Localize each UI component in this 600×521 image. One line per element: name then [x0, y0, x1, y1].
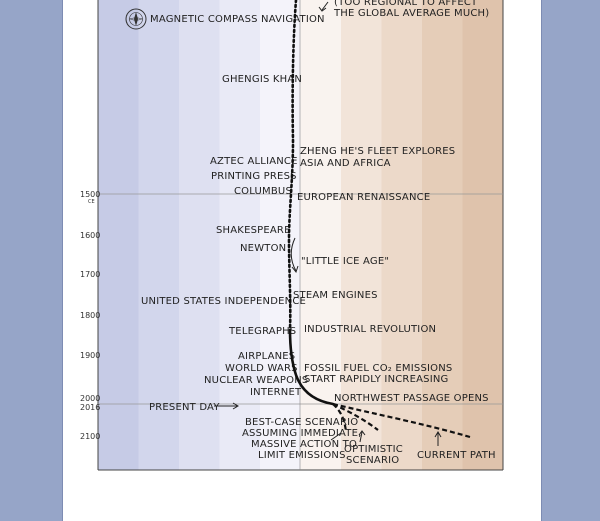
event-zheng-he-line2: ASIA AND AFRICA — [300, 158, 391, 169]
event-internet: INTERNET — [250, 387, 302, 398]
compass-label: MAGNETIC COMPASS NAVIGATION — [150, 14, 325, 25]
event-northwest-passage: NORTHWEST PASSAGE OPENS — [334, 393, 489, 404]
scenario-best-case-line3: MASSIVE ACTION TO — [251, 439, 357, 450]
event-printing-press: PRINTING PRESS — [211, 171, 297, 182]
scenario-current-path: CURRENT PATH — [417, 450, 496, 461]
year-label-1600: 1600 — [80, 231, 100, 240]
event-industrial-revolution: INDUSTRIAL REVOLUTION — [304, 324, 436, 335]
temperature-bands — [98, 0, 504, 470]
temperature-band — [138, 0, 180, 470]
year-era-ce: CE — [88, 199, 95, 205]
event-columbus: COLUMBUS — [234, 186, 292, 197]
scenario-best-case-line4: LIMIT EMISSIONS — [258, 450, 346, 461]
event-airplanes: AIRPLANES — [238, 351, 295, 362]
year-label-2100: 2100 — [80, 432, 100, 441]
year-label-2000: 2000 — [80, 394, 100, 403]
event-european-renaissance: EUROPEAN RENAISSANCE — [297, 192, 430, 203]
event-shakespeare: SHAKESPEARE — [216, 225, 291, 236]
top-note-line1: (TOO REGIONAL TO AFFECT — [334, 0, 478, 8]
top-note-arrowhead — [318, 6, 327, 12]
ice-age-arrow — [290, 237, 297, 272]
event-little-ice-age: "LITTLE ICE AGE" — [301, 256, 389, 267]
temperature-band — [381, 0, 423, 470]
temperature-band — [179, 0, 220, 470]
temperature-band — [341, 0, 382, 470]
present-day-arrowhead — [232, 402, 239, 410]
temperature-curve-recent — [288, 328, 335, 406]
event-world-wars: WORLD WARS — [225, 363, 298, 374]
scenario-best-case-line2: ASSUMING IMMEDIATE, — [242, 428, 361, 439]
event-fossil-fuel-line2: START RAPIDLY INCREASING — [304, 374, 448, 385]
scenario-best-case-line1: BEST-CASE SCENARIO — [245, 417, 358, 428]
event-fossil-fuel-line1: FOSSIL FUEL CO₂ EMISSIONS — [304, 363, 452, 374]
event-newton: NEWTON — [240, 243, 286, 254]
present-day-label: PRESENT DAY — [149, 402, 220, 413]
event-genghis-khan: GHENGIS KHAN — [222, 74, 302, 85]
current-path-pointer-head — [434, 431, 442, 438]
event-steam-engines: STEAM ENGINES — [293, 290, 378, 301]
year-label-1500: 1500 — [80, 190, 100, 199]
temperature-band — [98, 0, 139, 470]
temperature-band — [422, 0, 463, 470]
scenario-optimistic-line2: SCENARIO — [346, 455, 399, 466]
best-case-pointer — [330, 432, 342, 441]
year-label-1900: 1900 — [80, 351, 100, 360]
optimistic-pointer-head — [358, 430, 366, 436]
event-nuclear-weapons: NUCLEAR WEAPONS — [204, 375, 308, 386]
event-telegraphs: TELEGRAPHS — [228, 326, 296, 337]
event-us-independence: UNITED STATES INDEPENDENCE — [141, 296, 306, 307]
ice-age-arrowhead — [291, 265, 299, 274]
event-zheng-he-line1: ZHENG HE'S FLEET EXPLORES — [300, 146, 455, 157]
year-label-2016: 2016 — [80, 403, 100, 412]
compass-icon — [125, 8, 147, 30]
year-label-1800: 1800 — [80, 311, 100, 320]
year-label-1700: 1700 — [80, 270, 100, 279]
event-aztec-alliance: AZTEC ALLIANCE — [210, 156, 298, 167]
scenario-optimistic-line1: OPTIMISTIC — [344, 444, 403, 455]
temperature-band — [462, 0, 504, 470]
temperature-band — [219, 0, 261, 470]
top-note-line2: THE GLOBAL AVERAGE MUCH) — [333, 8, 489, 19]
temperature-band — [260, 0, 301, 470]
optimistic-pointer — [359, 431, 363, 443]
top-note-arrow — [321, 1, 329, 11]
temperature-curve-historical — [287, 0, 298, 332]
